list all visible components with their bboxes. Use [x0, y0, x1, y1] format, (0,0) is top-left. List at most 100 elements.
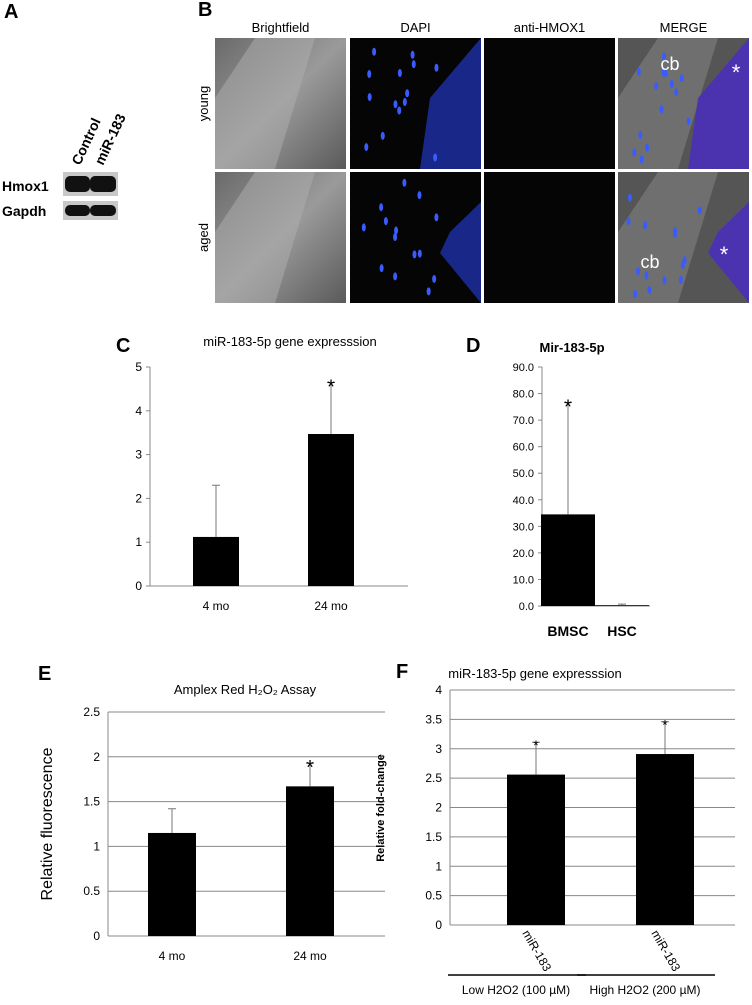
y-tick-label: 50.0: [513, 468, 534, 480]
nucleus: [636, 67, 641, 76]
nucleus: [379, 264, 384, 273]
nucleus: [434, 63, 439, 72]
nucleus: [654, 82, 659, 91]
bar: [636, 754, 694, 925]
chart-title: miR-183-5p gene expresssion: [203, 334, 376, 349]
image-annotation: cb: [640, 252, 659, 272]
chart-title: miR-183-5p gene expresssion: [448, 666, 621, 681]
significance-marker: *: [327, 376, 335, 398]
y-tick-label: 70.0: [513, 415, 534, 427]
x-tick-label: BMSC: [547, 623, 588, 639]
y-tick-label: 0: [135, 579, 142, 593]
group-label: Low H2O2 (100 µM): [462, 983, 570, 997]
nucleus: [372, 47, 377, 56]
bar: [148, 832, 196, 936]
blot-band: [90, 176, 116, 192]
x-tick-label: 24 mo: [293, 949, 327, 963]
x-tick-label: miR-183: [519, 928, 554, 975]
nucleus: [412, 250, 417, 259]
significance-marker: *: [564, 396, 572, 418]
image-annotation: cb: [660, 54, 679, 74]
nucleus: [411, 60, 416, 69]
nucleus: [380, 131, 385, 140]
nucleus: [638, 130, 643, 139]
y-axis-label: Relative fluorescence: [39, 747, 56, 900]
y-tick-label: 60.0: [513, 442, 534, 454]
y-tick-label: 1.5: [425, 830, 442, 844]
y-tick-label: 2: [93, 750, 100, 764]
nuclei-cluster: [420, 38, 481, 169]
nucleus: [367, 70, 372, 79]
nucleus: [397, 69, 402, 78]
error-bar: [661, 721, 669, 755]
nucleus: [361, 223, 366, 232]
nucleus: [636, 267, 641, 276]
image-column-label: Brightfield: [252, 20, 310, 35]
nucleus: [410, 50, 415, 59]
panel-label: A: [4, 1, 18, 23]
error-bar: [532, 741, 540, 775]
blot-band: [90, 205, 116, 216]
nucleus: [669, 79, 674, 88]
y-tick-label: 2: [135, 491, 142, 505]
y-tick-label: 0: [93, 929, 100, 943]
y-axis-label: Relative fold-change: [375, 754, 387, 862]
nucleus: [432, 274, 437, 283]
y-tick-label: 3: [135, 448, 142, 462]
chart-title: Mir-183-5p: [539, 340, 604, 355]
y-tick-label: 2: [435, 801, 442, 815]
nucleus: [682, 256, 687, 265]
image-column-label: DAPI: [400, 20, 430, 35]
nucleus: [672, 229, 677, 238]
nucleus: [662, 276, 667, 285]
nucleus: [394, 226, 399, 235]
nucleus: [417, 249, 422, 258]
blot-band: [65, 205, 90, 216]
nuclei-cluster: [688, 38, 749, 169]
y-tick-label: 1: [435, 859, 442, 873]
y-tick-label: 10.0: [513, 574, 534, 586]
nucleus: [383, 217, 388, 226]
nucleus: [639, 155, 644, 164]
y-tick-label: 1: [93, 839, 100, 853]
bone-band: [215, 172, 315, 303]
y-tick-label: 4: [135, 404, 142, 418]
nucleus: [644, 271, 649, 280]
error-bar: [618, 603, 626, 606]
nucleus: [405, 89, 410, 98]
panel-label: B: [198, 0, 212, 21]
panel-label: E: [38, 663, 51, 685]
image-annotation: *: [720, 242, 729, 267]
image-column-label: anti-HMOX1: [514, 20, 586, 35]
significance-marker: *: [306, 757, 314, 779]
nucleus: [647, 285, 652, 294]
bar: [595, 605, 649, 606]
nucleus: [627, 193, 632, 202]
nuclei-cluster: [440, 202, 481, 303]
nucleus: [662, 52, 667, 61]
blot-row-label: Gapdh: [2, 203, 46, 219]
significance-marker: *: [662, 716, 668, 732]
y-tick-label: 2.5: [425, 771, 442, 785]
error-bar: [564, 401, 572, 515]
y-tick-label: 5: [135, 360, 142, 374]
y-tick-label: 1: [135, 535, 142, 549]
micrograph: [484, 172, 615, 303]
x-tick-label: 4 mo: [203, 599, 230, 613]
error-bar: [306, 762, 314, 787]
nucleus: [402, 98, 407, 107]
y-tick-label: 80.0: [513, 389, 534, 401]
x-tick-label: 4 mo: [159, 949, 186, 963]
nucleus: [393, 233, 398, 242]
micrograph: [484, 38, 615, 169]
x-tick-label: HSC: [607, 623, 637, 639]
nucleus: [393, 272, 398, 281]
error-bar: [212, 484, 220, 537]
nucleus: [367, 93, 372, 102]
nucleus: [433, 153, 438, 162]
nucleus: [674, 88, 679, 97]
nucleus: [663, 69, 668, 78]
bone-band: [215, 38, 315, 169]
blot-band: [65, 176, 90, 192]
